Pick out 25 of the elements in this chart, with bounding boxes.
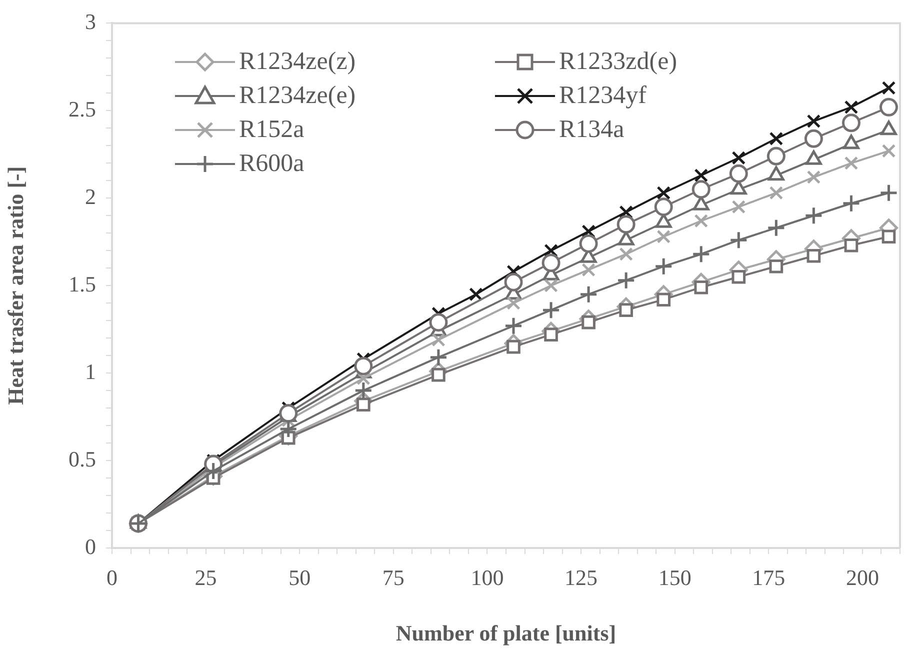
legend-label: R1234yf (559, 82, 646, 110)
y-tick-label: 2.5 (68, 96, 96, 122)
x-tick-label: 150 (658, 564, 692, 590)
legend-label: R152a (239, 116, 304, 144)
y-tick-label: 0.5 (68, 446, 96, 472)
y-tick-label: 1 (85, 358, 96, 384)
legend-label: R1234ze(e) (239, 82, 356, 110)
x-tick-label: 175 (752, 564, 786, 590)
x-tick-label: 50 (288, 564, 311, 590)
legend-label: R1233zd(e) (559, 48, 678, 76)
legend-label: R1234ze(z) (239, 48, 356, 76)
y-tick-label: 3 (85, 8, 96, 34)
x-tick-label: 75 (382, 564, 404, 590)
legend-label: R600a (239, 150, 304, 178)
y-tick-label: 0 (85, 534, 96, 559)
x-tick-label: 0 (106, 564, 118, 590)
y-tick-label: 1.5 (68, 271, 96, 296)
y-axis-title: Heat trasfer area ratio [-] (2, 166, 28, 405)
x-axis-title: Number of plate [units] (396, 620, 616, 646)
x-tick-label: 200 (846, 564, 879, 590)
x-tick-label: 125 (564, 564, 598, 590)
x-tick-label: 25 (194, 564, 217, 590)
x-tick-label: 100 (470, 564, 504, 590)
y-tick-label: 2 (85, 184, 96, 209)
legend-label: R134a (559, 116, 624, 144)
